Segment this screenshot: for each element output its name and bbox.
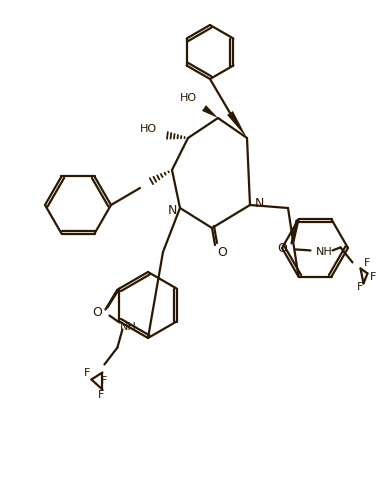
Text: F: F: [101, 377, 108, 386]
Text: F: F: [357, 282, 364, 293]
Text: NH: NH: [316, 247, 333, 257]
Text: NH: NH: [120, 322, 137, 331]
Text: N: N: [254, 196, 264, 210]
Text: HO: HO: [140, 124, 156, 134]
Text: F: F: [364, 258, 371, 269]
Text: N: N: [167, 203, 177, 217]
Text: O: O: [278, 242, 287, 255]
Text: F: F: [84, 369, 91, 379]
Text: O: O: [93, 306, 102, 319]
Text: F: F: [370, 273, 377, 282]
Text: O: O: [217, 246, 227, 260]
Text: HO: HO: [179, 93, 197, 103]
Polygon shape: [202, 105, 218, 118]
Text: F: F: [98, 390, 105, 401]
Polygon shape: [227, 111, 247, 138]
